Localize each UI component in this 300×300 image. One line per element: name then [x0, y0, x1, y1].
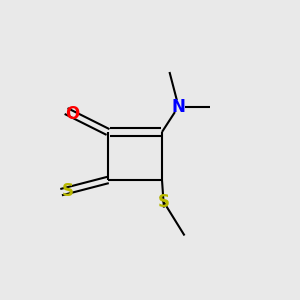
- Text: O: O: [65, 105, 79, 123]
- Text: S: S: [61, 182, 74, 200]
- Text: N: N: [172, 98, 185, 116]
- Text: S: S: [158, 193, 169, 211]
